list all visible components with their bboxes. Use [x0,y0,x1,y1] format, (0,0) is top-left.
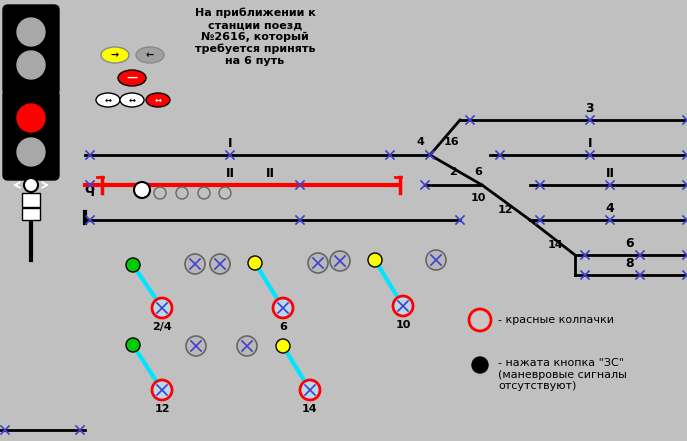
Text: 2: 2 [449,167,457,177]
Text: 6: 6 [474,167,482,177]
Circle shape [210,254,230,274]
Circle shape [300,380,320,400]
Circle shape [24,178,38,192]
Text: 4: 4 [606,202,614,215]
Circle shape [472,357,488,373]
Text: II: II [605,167,614,180]
Circle shape [330,251,350,271]
Text: —: — [126,73,137,83]
Ellipse shape [136,47,164,63]
Ellipse shape [118,70,146,86]
Text: 3: 3 [586,102,594,115]
Circle shape [126,338,140,352]
Circle shape [276,339,290,353]
Circle shape [219,187,231,199]
FancyBboxPatch shape [3,90,59,180]
Text: 8: 8 [626,257,634,270]
Text: I: I [588,137,592,150]
Ellipse shape [146,93,170,107]
Text: - красные колпачки: - красные колпачки [498,315,614,325]
Ellipse shape [120,93,144,107]
Text: 14: 14 [302,404,318,414]
Text: Ч: Ч [85,186,95,198]
Circle shape [248,256,262,270]
FancyBboxPatch shape [3,5,59,95]
Text: ↔: ↔ [155,96,161,105]
Circle shape [17,138,45,166]
Ellipse shape [96,93,120,107]
Text: 12: 12 [155,404,170,414]
Text: ←: ← [146,50,154,60]
Text: 14: 14 [548,240,564,250]
Text: II: II [225,167,234,180]
Text: 2/4: 2/4 [152,322,172,332]
Text: ↔: ↔ [104,96,111,105]
Circle shape [426,250,446,270]
Text: - нажата кнопка "ЗС"
(маневровые сигналы
отсутствуют): - нажата кнопка "ЗС" (маневровые сигналы… [498,358,627,391]
Text: →: → [111,50,119,60]
Text: 4: 4 [416,137,424,147]
Circle shape [176,187,188,199]
FancyBboxPatch shape [22,208,40,220]
Circle shape [237,336,257,356]
Circle shape [152,380,172,400]
Text: 16: 16 [444,137,460,147]
Circle shape [17,104,45,132]
Circle shape [308,253,328,273]
Text: 12: 12 [497,205,513,215]
Circle shape [393,296,413,316]
Circle shape [186,336,206,356]
Circle shape [17,18,45,46]
Circle shape [152,298,172,318]
Circle shape [469,309,491,331]
Circle shape [154,187,166,199]
FancyBboxPatch shape [22,193,40,207]
Text: ↔: ↔ [128,96,135,105]
Text: II: II [265,167,275,180]
Text: На приближении к
станции поезд
№2616, который
требуется принять
на 6 путь: На приближении к станции поезд №2616, ко… [194,8,315,66]
Ellipse shape [101,47,129,63]
Circle shape [273,298,293,318]
Text: I: I [228,137,232,150]
Text: 10: 10 [471,193,486,203]
Circle shape [198,187,210,199]
Circle shape [126,258,140,272]
Circle shape [368,253,382,267]
Text: 6: 6 [279,322,287,332]
Text: 6: 6 [626,237,634,250]
Circle shape [17,51,45,79]
Circle shape [185,254,205,274]
Circle shape [134,182,150,198]
Text: 10: 10 [395,320,411,330]
